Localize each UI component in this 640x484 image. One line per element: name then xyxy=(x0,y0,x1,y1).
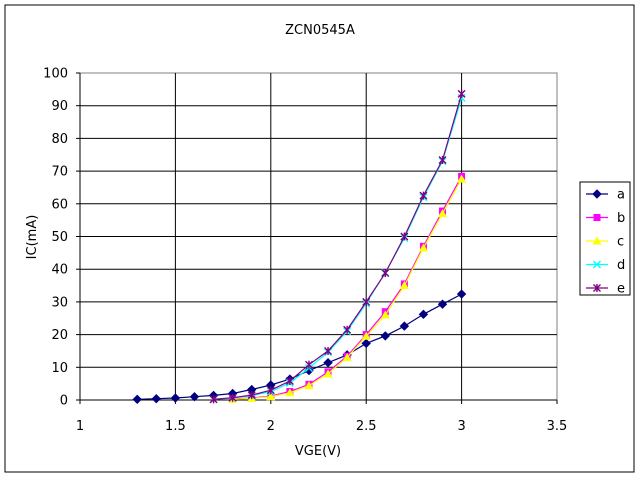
data-point-c xyxy=(380,310,390,319)
data-point-a xyxy=(132,394,142,405)
data-point-c xyxy=(323,369,333,378)
x-tick-label: 3.5 xyxy=(547,419,568,434)
legend-marker xyxy=(592,236,602,245)
data-point-a xyxy=(380,331,390,341)
legend-item-b: b xyxy=(586,211,625,226)
x-tick-label: 2.5 xyxy=(356,419,377,434)
data-point-a xyxy=(456,289,467,299)
legend-label: a xyxy=(617,188,625,203)
data-point-a xyxy=(170,393,181,403)
data-point-a xyxy=(304,365,314,376)
data-point-e xyxy=(247,391,256,400)
x-axis-label: VGE(V) xyxy=(295,444,341,459)
data-point-e xyxy=(381,269,390,278)
data-point-a xyxy=(418,309,429,320)
data-point-a xyxy=(399,321,410,331)
y-tick-label: 10 xyxy=(51,361,68,376)
data-point-a xyxy=(189,392,200,402)
y-tick-label: 100 xyxy=(43,67,68,82)
legend-label: c xyxy=(617,235,624,250)
chart-title: ZCN0545A xyxy=(285,23,355,38)
series-e xyxy=(209,89,466,404)
data-point-e xyxy=(304,360,313,369)
x-tick-label: 2 xyxy=(267,419,275,434)
data-point-e xyxy=(343,325,352,334)
data-point-a xyxy=(361,338,371,349)
x-tick-label: 1.5 xyxy=(165,419,186,434)
legend-marker xyxy=(593,284,601,292)
legend-marker xyxy=(592,189,602,199)
data-point-c xyxy=(361,331,371,340)
data-point-c xyxy=(418,243,428,252)
y-axis-label: IC(mA) xyxy=(25,215,40,260)
y-tick-label: 40 xyxy=(51,263,68,278)
series-line-e xyxy=(213,93,463,400)
legend-marker xyxy=(593,260,601,269)
y-tick-label: 0 xyxy=(60,394,68,409)
data-point-e xyxy=(457,89,466,98)
data-point-e xyxy=(209,395,218,404)
x-tick-label: 3 xyxy=(457,419,465,434)
data-point-e xyxy=(285,377,294,386)
tick-labels: 0 10 20 30 40 50 60 70 80 90 100 1 1.5 2 2.5 3 3.5 xyxy=(43,67,567,435)
legend-label: d xyxy=(617,258,625,273)
data-point-c xyxy=(285,388,295,397)
data-point-c xyxy=(266,392,276,401)
data-point-a xyxy=(151,393,162,404)
x-tick-label: 1 xyxy=(76,419,84,434)
data-point-c xyxy=(304,381,314,390)
legend-item-a: a xyxy=(586,188,625,203)
data-point-e xyxy=(324,346,333,355)
y-tick-label: 20 xyxy=(51,328,68,343)
legend-item-c: c xyxy=(586,235,624,250)
data-point-e xyxy=(228,393,237,402)
y-tick-label: 80 xyxy=(51,132,68,147)
series-layer xyxy=(132,89,467,405)
data-point-c xyxy=(438,209,448,218)
data-point-c xyxy=(457,174,467,183)
legend-label: e xyxy=(617,282,625,297)
data-point-a xyxy=(323,358,333,368)
data-point-e xyxy=(438,155,447,164)
data-point-e xyxy=(266,386,275,395)
y-tick-label: 30 xyxy=(51,295,68,310)
legend-item-e: e xyxy=(586,282,625,297)
y-tick-label: 90 xyxy=(51,99,68,114)
y-tick-label: 60 xyxy=(51,197,68,212)
data-point-e xyxy=(419,191,428,200)
data-point-c xyxy=(399,281,409,290)
data-point-e xyxy=(362,297,371,306)
data-point-a xyxy=(437,299,448,309)
gridlines xyxy=(76,72,558,404)
data-point-c xyxy=(342,352,352,361)
legend-box xyxy=(579,181,631,296)
y-tick-label: 50 xyxy=(51,230,68,245)
legend-item-d: d xyxy=(586,258,625,273)
series-c xyxy=(228,174,467,403)
y-tick-label: 70 xyxy=(51,165,68,180)
legend-label: b xyxy=(617,211,625,226)
data-point-e xyxy=(400,232,409,241)
legend-marker xyxy=(593,214,601,221)
series-line-d xyxy=(213,97,463,400)
